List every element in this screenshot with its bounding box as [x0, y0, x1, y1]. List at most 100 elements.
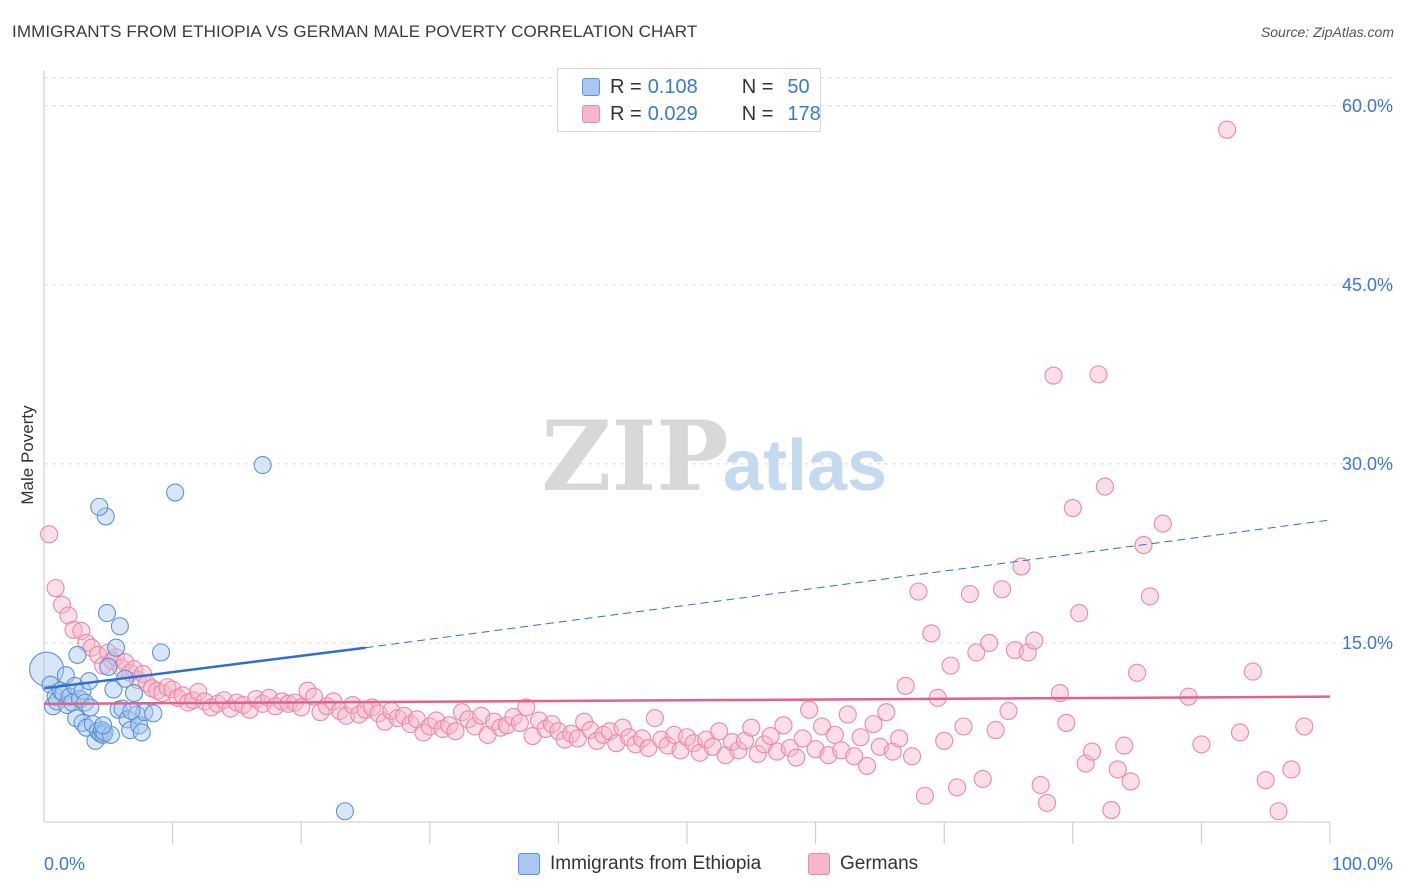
data-point-germans	[1230, 723, 1250, 742]
data-point-ethiopia	[110, 617, 129, 636]
data-point-germans	[189, 682, 208, 701]
data-point-germans	[948, 778, 967, 797]
trend-lines	[43, 519, 1331, 706]
x-tick-label: 0.0%	[44, 854, 85, 874]
data-point-germans	[1218, 120, 1237, 139]
data-point-germans	[1121, 772, 1140, 791]
data-point-germans	[954, 717, 973, 736]
legend-item-ethiopia[interactable]: Immigrants from Ethiopia	[518, 850, 761, 878]
data-point-germans	[1108, 760, 1127, 779]
data-point-germans	[1044, 366, 1063, 385]
data-point-germans	[1256, 771, 1275, 790]
data-point-germans	[568, 729, 587, 748]
trend-line-ethiopia	[43, 646, 366, 690]
stats-legend: R = 0.108 N = 50 R = 0.029 N = 178	[557, 68, 821, 132]
data-point-germans	[793, 729, 812, 748]
data-point-germans	[742, 718, 761, 737]
data-point-germans	[446, 722, 465, 741]
stats-row-ethiopia: R = 0.108 N = 50	[582, 75, 810, 99]
r-label: R =	[610, 75, 642, 98]
data-point-germans	[922, 624, 941, 643]
data-point-germans	[999, 701, 1018, 721]
data-point-germans	[729, 741, 748, 760]
data-point-germans	[1025, 631, 1044, 650]
data-point-germans	[812, 717, 832, 736]
watermark-zip: ZIP	[541, 400, 728, 513]
data-point-germans	[993, 580, 1012, 599]
data-point-germans	[1102, 801, 1121, 820]
data-point-germans	[517, 698, 536, 717]
data-point-germans	[838, 705, 857, 724]
data-point-germans	[1063, 499, 1082, 518]
watermark-atlas: atlas	[723, 426, 887, 506]
data-point-germans	[748, 744, 767, 764]
data-point-germans	[960, 584, 979, 604]
data-point-ethiopia	[121, 721, 140, 740]
data-point-germans	[72, 621, 91, 641]
n-label: N =	[741, 75, 774, 98]
data-point-germans	[902, 747, 922, 766]
data-point-germans	[613, 718, 632, 737]
data-point-germans	[845, 747, 864, 766]
stats-row-germans: R = 0.029 N = 178	[582, 102, 821, 126]
data-point-germans	[973, 769, 992, 789]
data-point-germans	[1192, 735, 1211, 754]
axes	[43, 70, 1331, 844]
data-point-germans	[703, 737, 722, 756]
data-point-germans	[1153, 514, 1172, 533]
data-point-germans	[1095, 477, 1114, 496]
y-tick-label: 15.0%	[1342, 633, 1393, 653]
data-point-germans	[52, 595, 72, 614]
series-germans	[40, 120, 1314, 821]
legend-label-ethiopia: Immigrants from Ethiopia	[550, 853, 762, 874]
data-point-germans	[896, 676, 915, 695]
data-point-germans	[883, 742, 902, 761]
data-point-germans	[800, 700, 819, 719]
data-point-ethiopia	[104, 680, 123, 699]
data-point-germans	[1269, 802, 1288, 821]
data-point-ethiopia	[68, 645, 87, 664]
y-tick-label: 45.0%	[1342, 275, 1393, 295]
data-point-ethiopia	[124, 684, 144, 703]
data-point-germans	[915, 786, 934, 805]
data-point-ethiopia	[166, 483, 185, 502]
x-tick-label: 100.0%	[1332, 854, 1393, 874]
data-point-germans	[697, 730, 716, 749]
germans-swatch	[582, 105, 600, 123]
tick-labels: 15.0% 30.0% 45.0% 60.0% 0.0% 100.0%	[44, 96, 1393, 874]
n-value: 178	[787, 102, 821, 125]
data-point-germans	[1282, 760, 1301, 779]
data-point-germans	[645, 709, 664, 728]
data-point-germans	[1031, 775, 1050, 795]
data-point-germans	[935, 731, 954, 750]
data-point-germans	[1089, 365, 1108, 384]
data-point-ethiopia	[99, 657, 118, 676]
data-point-germans	[639, 738, 658, 758]
ethiopia-swatch	[582, 78, 600, 96]
data-point-germans	[542, 715, 562, 734]
data-point-germans	[851, 728, 870, 747]
data-point-germans	[59, 606, 78, 625]
chart-title: IMMIGRANTS FROM ETHIOPIA VS GERMAN MALE …	[12, 22, 698, 41]
legend-item-germans[interactable]: Germans	[808, 850, 918, 878]
series-ethiopia	[29, 456, 354, 821]
data-point-germans	[890, 729, 909, 748]
data-point-germans	[510, 713, 529, 732]
gridlines	[44, 77, 1395, 644]
data-point-germans	[909, 582, 928, 601]
data-point-germans	[780, 738, 799, 758]
ethiopia-legend-swatch	[518, 853, 540, 875]
data-point-germans	[106, 648, 126, 667]
data-point-ethiopia	[106, 638, 126, 657]
data-point-germans	[735, 731, 754, 750]
data-point-germans	[1083, 742, 1102, 761]
data-point-germans	[877, 703, 896, 722]
data-point-germans	[64, 620, 83, 639]
r-value: 0.108	[647, 75, 698, 98]
data-point-germans	[452, 703, 472, 722]
data-point-ethiopia	[335, 802, 354, 821]
data-point-germans	[825, 725, 844, 744]
data-point-germans	[761, 727, 780, 746]
data-point-germans	[774, 716, 793, 735]
